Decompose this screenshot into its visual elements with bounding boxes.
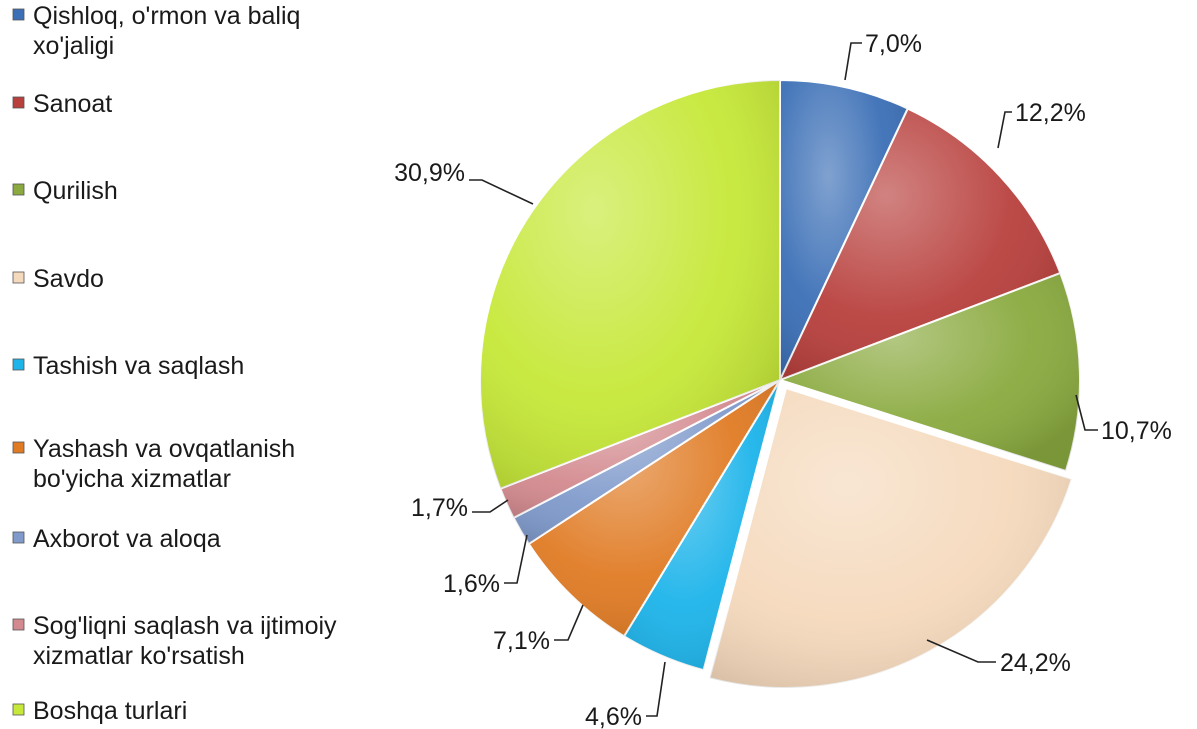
data-label-7: 1,6% [443, 570, 500, 598]
legend-marker-2 [12, 96, 25, 109]
data-label-3: 10,7% [1101, 417, 1172, 445]
data-label-8: 1,7% [411, 494, 468, 522]
pie-slice-shade-8 [500, 380, 780, 518]
leader-line-4 [926, 639, 996, 663]
legend-label-3-line-1: Qurilish [33, 177, 118, 205]
leader-line-6 [554, 604, 584, 641]
legend-label-5-line-1: Tashish va saqlash [33, 352, 244, 380]
data-label-4: 24,2% [1000, 649, 1071, 677]
legend-label-1-line-1: Qishloq, o'rmon va baliq [33, 2, 300, 30]
leader-line-9 [469, 179, 534, 205]
leader-line-3 [1075, 394, 1098, 431]
data-label-9: 30,9% [394, 159, 465, 187]
pie-slice-shade-5 [624, 380, 780, 671]
legend-marker-3 [12, 183, 25, 196]
pie-slice-shade-6 [528, 380, 780, 637]
data-label-1: 7,0% [865, 30, 922, 58]
pie-slice-shade-7 [513, 380, 780, 544]
legend-marker-9 [12, 703, 25, 716]
pie-slice-shade-3 [780, 273, 1080, 471]
legend-label-9-line-1: Boshqa turlari [33, 697, 187, 725]
legend-marker-4 [12, 271, 25, 284]
data-label-6: 7,1% [493, 627, 550, 655]
legend-marker-6 [12, 441, 25, 454]
legend-marker-5 [12, 358, 25, 371]
legend-label-1-line-2: xo'jaligi [33, 32, 114, 60]
pie-shading [479, 80, 1080, 688]
pie-slice-shade-4 [709, 388, 1072, 688]
pie-slice-shade-9 [479, 80, 780, 489]
data-label-5: 4,6% [585, 703, 642, 729]
legend-label-8-line-1: Sog'liqni saqlash va ijtimoiy [33, 612, 337, 640]
legend-marker-1 [12, 8, 25, 21]
pie-slice-shade-2 [780, 108, 1061, 381]
leader-line-8 [472, 499, 509, 513]
legend-marker-8 [12, 618, 25, 631]
legend-label-6-line-1: Yashash va ovqatlanish [33, 435, 295, 463]
legend-label-4-line-1: Savdo [33, 265, 104, 293]
legend-label-7-line-1: Axborot va aloqa [33, 525, 221, 553]
data-label-2: 12,2% [1015, 99, 1086, 127]
legend-label-6-line-2: bo'yicha xizmatlar [33, 465, 231, 493]
leader-line-2 [997, 111, 1012, 149]
legend-marker-7 [12, 531, 25, 544]
leader-line-7 [504, 534, 528, 584]
data-labels: 7,0% 12,2% 10,7% 24,2% 4,6% 7,1% 1,6% 1,7% 30,9% [394, 30, 1172, 729]
pie-slice-shade-1 [780, 80, 908, 380]
legend-label-8-line-2: xizmatlar ko'rsatish [33, 642, 245, 670]
leader-line-5 [646, 661, 666, 717]
leader-line-1 [844, 42, 862, 81]
legend-label-2-line-1: Sanoat [33, 90, 112, 118]
